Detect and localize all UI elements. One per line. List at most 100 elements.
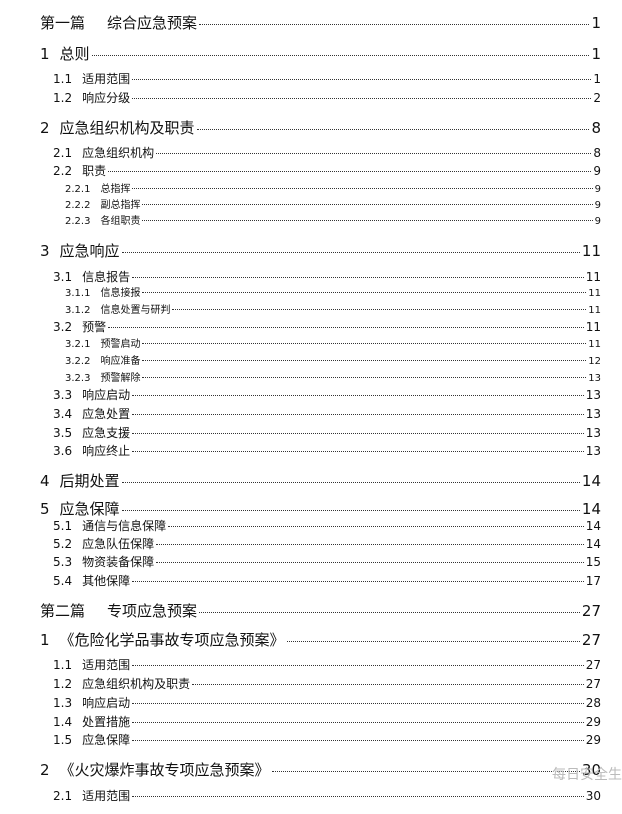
entry-number: 2.2.1: [65, 184, 91, 195]
page-number: 13: [585, 426, 601, 440]
entry-title: 总指挥: [100, 184, 131, 195]
entry-number: 2: [40, 761, 50, 779]
leader-dots: [168, 526, 584, 527]
toc-entry: 3.3 响应启动 13: [53, 386, 601, 403]
entry-number: 5.4: [53, 574, 73, 588]
entry-number: 2.1: [53, 789, 73, 803]
entry-title: 职责: [82, 164, 107, 178]
entry-title: 应急队伍保障: [82, 537, 155, 551]
leader-dots: [132, 277, 584, 278]
page-number: 27: [585, 677, 601, 691]
toc-entry: 3.4 应急处置 13: [53, 405, 601, 422]
leader-dots: [199, 612, 580, 613]
entry-title: 应急支援: [82, 426, 131, 440]
leader-dots: [132, 703, 584, 704]
entry-title: 应急组织机构及职责: [59, 119, 195, 137]
page-number: 27: [581, 631, 601, 649]
leader-dots: [121, 482, 580, 483]
entry-number: 1.2: [53, 677, 73, 691]
entry-number: 3.2.1: [65, 339, 91, 350]
leader-dots: [132, 740, 584, 741]
leader-dots: [132, 433, 584, 434]
entry-number: 5: [40, 500, 50, 518]
entry-number: 2.2.2: [65, 200, 91, 211]
toc-entry: 2.2 职责 9: [53, 162, 601, 179]
entry-number: 1.3: [53, 696, 73, 710]
entry-number: 第一篇: [40, 14, 86, 32]
entry-number: 5.1: [53, 519, 73, 533]
page-number: 28: [585, 696, 601, 710]
entry-number: 2.2.3: [65, 216, 91, 227]
toc-entry: 1.1 适用范围 1: [53, 70, 601, 87]
toc-entry: 1.1 适用范围 27: [53, 656, 601, 673]
page-number: 9: [594, 216, 601, 227]
toc-entry: 第一篇 综合应急预案 1: [40, 12, 601, 33]
entry-number: 3: [40, 242, 50, 260]
entry-number: 2.2: [53, 164, 73, 178]
toc-entry: 3.5 应急支援 13: [53, 424, 601, 441]
entry-number: 3.2: [53, 320, 73, 334]
entry-number: 第二篇: [40, 602, 86, 620]
entry-title: 其他保障: [82, 574, 131, 588]
page-number: 30: [581, 761, 601, 779]
watermark: 每日安全生: [552, 767, 622, 783]
entry-title: 副总指挥: [100, 200, 141, 211]
entry-title: 预警解除: [100, 373, 141, 384]
page-number: 27: [585, 658, 601, 672]
page-number: 29: [585, 715, 601, 729]
entry-title: 《火灾爆炸事故专项应急预案》: [59, 761, 270, 779]
leader-dots: [156, 153, 592, 154]
entry-title: 通信与信息保障: [82, 519, 167, 533]
page-number: 1: [591, 14, 601, 32]
toc-entry: 3.2.1 预警启动 11: [65, 335, 601, 350]
entry-title: 《危险化学品事故专项应急预案》: [59, 631, 285, 649]
entry-number: 3.6: [53, 444, 73, 458]
leader-dots: [192, 684, 584, 685]
toc-entry: 3.2 预警 11: [53, 318, 601, 335]
toc-entry: 1.5 应急保障 29: [53, 731, 601, 748]
leader-dots: [142, 360, 587, 361]
page-number: 12: [588, 356, 601, 367]
entry-title: 响应终止: [82, 444, 131, 458]
page-number: 2: [593, 91, 601, 105]
leader-dots: [108, 327, 584, 328]
page-number: 1: [593, 72, 601, 86]
entry-title: 应急组织机构及职责: [82, 677, 191, 691]
leader-dots: [196, 129, 590, 130]
toc-entry: 2.2.1 总指挥 9: [65, 180, 601, 195]
toc-entry: 3.1 信息报告 11: [53, 268, 601, 285]
leader-dots: [286, 641, 580, 642]
entry-title: 后期处置: [59, 472, 120, 490]
page-number: 30: [585, 789, 601, 803]
page-number: 11: [588, 339, 601, 350]
entry-number: 3.2.2: [65, 356, 91, 367]
entry-number: 1.2: [53, 91, 73, 105]
entry-number: 5.2: [53, 537, 73, 551]
leader-dots: [132, 98, 592, 99]
page-number: 13: [585, 407, 601, 421]
toc-entry: 2.1 应急组织机构 8: [53, 144, 601, 161]
page-number: 13: [585, 388, 601, 402]
entry-number: 2.1: [53, 146, 73, 160]
toc-entry: 2 应急组织机构及职责 8: [40, 117, 601, 138]
entry-number: 2: [40, 119, 50, 137]
entry-title: 专项应急预案: [107, 602, 198, 620]
leader-dots: [132, 796, 584, 797]
entry-title: 处置措施: [82, 715, 131, 729]
entry-title: 信息接报: [100, 288, 141, 299]
leader-dots: [132, 188, 593, 189]
entry-title: 应急组织机构: [82, 146, 155, 160]
entry-title: 信息处置与研判: [100, 305, 171, 316]
page-number: 9: [594, 200, 601, 211]
leader-dots: [91, 55, 590, 56]
page-number: 17: [585, 574, 601, 588]
toc-entry: 第二篇 专项应急预案 27: [40, 600, 601, 621]
entry-title: 适用范围: [82, 789, 131, 803]
toc-entry: 1.4 处置措施 29: [53, 713, 601, 730]
entry-number: 3.1.2: [65, 305, 91, 316]
page-number: 15: [585, 555, 601, 569]
entry-title: 预警: [82, 320, 107, 334]
page-number: 11: [588, 305, 601, 316]
entry-title: 响应分级: [82, 91, 131, 105]
toc-entry: 2 《火灾爆炸事故专项应急预案》 30: [40, 759, 601, 780]
